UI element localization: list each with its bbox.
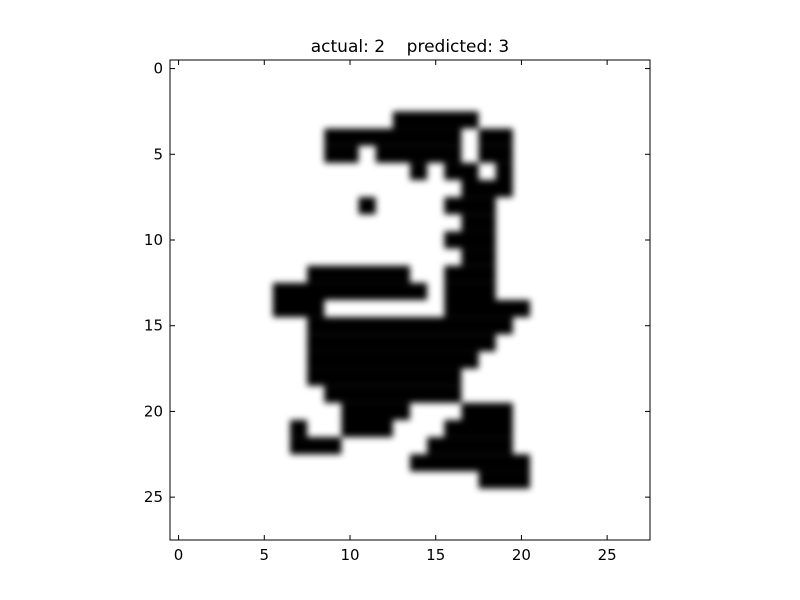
pixel-run [290,420,308,438]
y-tick-label: 20 [144,402,163,420]
pixel-run [341,420,393,438]
pixel-run [444,265,496,283]
x-tick-label: 0 [174,546,184,564]
x-axis: 0 5 10 15 20 25 [174,60,617,564]
pixel-run [461,248,496,266]
pixel-run [444,282,496,300]
pixel-run [410,454,530,472]
x-tick-label: 15 [426,546,445,564]
pixel-run [478,128,513,146]
pixel-run [307,265,410,283]
pixel-run [358,197,376,215]
pixel-run [444,300,530,318]
pixel-run [307,317,513,335]
pixel-run [444,197,496,215]
pixel-run [427,437,513,455]
pixel-run [324,385,462,403]
y-tick-label: 0 [153,60,163,78]
pixel-run [290,437,342,455]
y-tick-label: 5 [153,145,163,163]
y-tick-label: 10 [144,231,163,249]
pixel-run [307,368,462,386]
pixel-run [461,214,496,232]
y-tick-label: 15 [144,317,163,335]
pixel-run [272,300,325,318]
x-tick-label: 10 [340,546,359,564]
chart-title: actual: 2 predicted: 3 [311,37,510,57]
x-tick-label: 25 [598,546,617,564]
pixel-run [375,145,462,163]
pixel-run [478,145,513,163]
pixel-run [392,111,479,129]
pixel-run [461,402,513,420]
pixel-run [495,162,513,180]
y-tick-label: 25 [144,488,163,506]
pixel-run [324,145,359,163]
pixel-run [307,334,496,352]
pixel-run [444,231,496,249]
x-tick-label: 5 [260,546,270,564]
pixel-run [461,180,513,198]
x-tick-label: 20 [512,546,531,564]
pixel-run [410,162,428,180]
image-pixels [272,111,530,489]
y-axis: 0 5 10 15 20 25 [144,60,650,506]
pixel-run [478,471,530,489]
pixel-run [444,162,479,180]
pixel-run [272,282,428,300]
pixel-run [307,351,479,369]
pixel-run [324,128,462,146]
pixel-run [444,420,513,438]
pixel-run [341,402,410,420]
axes-frame [169,59,651,541]
